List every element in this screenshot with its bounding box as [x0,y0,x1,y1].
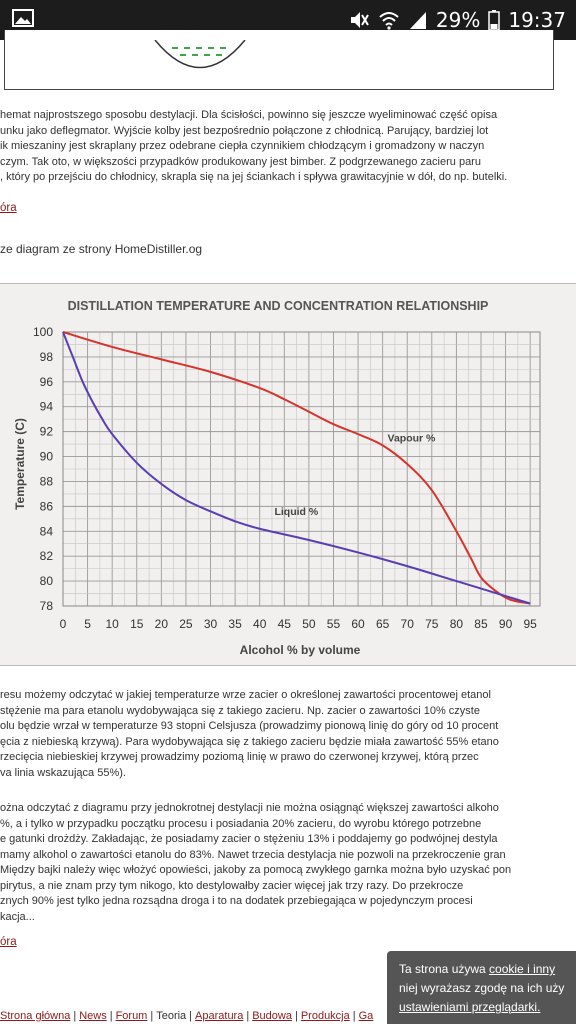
y-tick-label: 88 [40,474,54,488]
x-tick-label: 50 [302,617,316,631]
text-line: kacja... [0,910,35,923]
text-line: ożna odczytać z diagramu przy jednokrotn… [0,802,499,814]
cookie-text-2: niej wyrażasz zgodę na ich uży [399,981,565,995]
y-axis-label: Temperature (C) [13,418,27,510]
signal-icon [409,12,426,29]
battery-icon [488,10,501,31]
footer-link-news[interactable]: News [79,1010,107,1022]
y-tick-label: 84 [40,524,54,538]
x-axis-label: Alcohol % by volume [240,643,361,657]
x-tick-label: 40 [253,617,267,631]
image-icon [12,9,34,27]
text-line: mamy alkohol o zawartości etanolu do 83%… [0,848,506,861]
y-tick-label: 98 [40,350,54,364]
chart-grid [62,331,540,607]
text-line: e gatunki drożdży. Zakładając, że posiad… [0,833,498,845]
text-line: ęcia z niebieską krzywą). Para wydobywaj… [0,735,499,748]
x-tick-label: 30 [204,617,218,631]
y-tick-label: 82 [40,549,54,563]
text-line: %, a i tylko w przypadku początku proces… [0,817,482,830]
plot-frame [62,331,541,607]
cookie-policy-link[interactable]: cookie i inny [489,962,556,976]
footer-link-produkcja[interactable]: Produkcja [300,1010,350,1022]
text-line: resu możemy odczytać w jakiej temperatur… [0,689,491,701]
chart-title: DISTILLATION TEMPERATURE AND CONCENTRATI… [68,299,489,313]
x-tick-label: 60 [351,617,365,631]
cookie-text-1: Ta strona używa [399,962,490,976]
text-line: rzecięcia niebieskiej krzywej prowadzimy… [0,751,479,763]
article-paragraph-2: resu możemy odczytać w jakiej temperatur… [0,688,576,781]
footer-nav: Strona główna | News | Forum | Teoria | Aparatur… [0,1010,374,1022]
browser-settings-link[interactable]: ustawieniami przeglądarki. [399,1000,541,1014]
diagram-caption: ze diagram ze strony HomeDistiller.og [0,242,203,256]
x-tick-label: 95 [523,617,537,631]
x-tick-label: 45 [278,617,292,631]
text-line: va linia wskazująca 55%). [0,766,126,779]
x-tick-label: 20 [155,617,169,631]
series-line-liquid [62,331,531,605]
flask-illustration [154,40,246,69]
distillation-chart-svg: 78 80 82 84 86 88 90 92 94 96 98 100 0 5 10 15 20 25 30 35… [13,299,541,657]
y-tick-label: 100 [33,325,53,339]
footer-current-teoria: Teoria [156,1010,187,1022]
text-line: , który po przejściu do chłodnicy, skrap… [0,171,508,183]
x-tick-label: 70 [401,617,415,631]
y-tick-label: 86 [40,499,54,513]
x-tick-label: 90 [499,617,513,631]
y-tick-label: 96 [40,375,54,389]
distillation-chart: 78 80 82 84 86 88 90 92 94 96 98 100 0 5 10 15 20 25 30 35… [0,283,576,666]
series-label-liquid: Liquid % [274,506,318,518]
footer-link-home[interactable]: Strona główna [0,1010,71,1022]
distillation-diagram-frame [4,30,554,90]
text-line: stężenie ma para etanolu wydobywająca si… [0,704,480,717]
x-tick-label: 85 [474,617,488,631]
text-line: ik mieszaniny jest skraplany przez odebr… [0,140,485,152]
text-line: hemat najprostszego sposobu destylacji. … [0,109,498,121]
cookie-notice: Ta strona używa cookie i inny niej wyraż… [387,951,576,1024]
x-tick-label: 0 [60,617,67,631]
text-line: pirytus, a nie znam przy tym nikogo, kto… [0,879,464,892]
article-paragraph-3: ożna odczytać z diagramu przy jednokrotn… [0,801,576,925]
x-tick-label: 75 [425,617,439,631]
x-tick-label: 5 [84,617,91,631]
text-line: unku jako deflegmator. Wyjście kolby jes… [0,124,489,137]
text-line: znych 90% jest tylko jedna rozsądna drog… [0,895,473,907]
text-line: olu będzie wrzał w temperaturze 93 stopn… [0,720,499,732]
text-line: Między bajki należy więc włożyć opowieśc… [0,864,512,876]
y-tick-label: 78 [40,599,54,613]
back-to-top-link[interactable]: óra [0,202,17,214]
series-label-vapour: Vapour % [388,433,437,445]
footer-link-forum[interactable]: Forum [115,1010,148,1022]
x-tick-label: 15 [130,617,144,631]
back-to-top-link-2[interactable]: óra [0,936,17,948]
x-tick-label: 80 [450,617,464,631]
x-tick-label: 55 [327,617,341,631]
clock: 19:37 [508,8,566,32]
series-line-vapour [62,331,531,605]
x-tick-label: 10 [105,617,119,631]
x-tick-label: 65 [376,617,390,631]
y-tick-label: 80 [40,574,54,588]
article-paragraph-1: hemat najprostszego sposobu destylacji. … [0,108,576,186]
footer-link-ga[interactable]: Ga [358,1010,374,1022]
x-tick-label: 35 [228,617,242,631]
x-tick-label: 25 [179,617,193,631]
y-tick-label: 94 [40,400,54,414]
battery-level: 29% [435,8,481,32]
y-tick-label: 90 [40,450,54,464]
wifi-icon [379,12,399,30]
mute-icon [350,12,369,28]
text-line: czym. Tak oto, w większości przypadków p… [0,155,481,168]
y-tick-label: 92 [40,425,54,439]
footer-link-aparatura[interactable]: Aparatura [195,1010,244,1022]
footer-link-budowa[interactable]: Budowa [252,1010,292,1022]
